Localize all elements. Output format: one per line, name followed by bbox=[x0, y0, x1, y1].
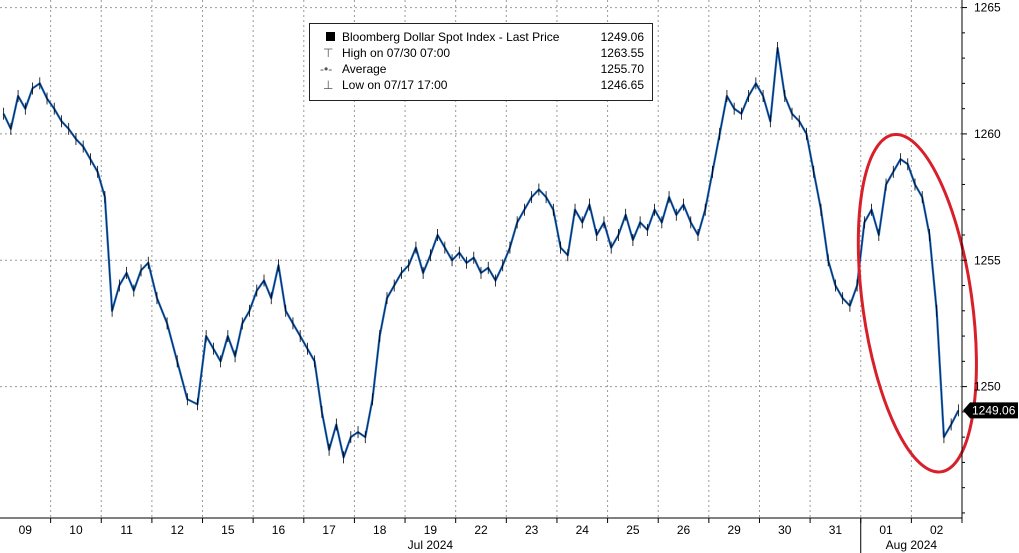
month-label: Aug 2024 bbox=[886, 538, 938, 552]
x-tick-label: 25 bbox=[626, 523, 640, 537]
legend-row-high: ⊤ High on 07/30 07:00 1263.55 bbox=[310, 45, 650, 61]
month-label: Jul 2024 bbox=[408, 538, 454, 552]
legend-average-value: 1255.70 bbox=[600, 62, 644, 76]
x-tick-label: 23 bbox=[525, 523, 539, 537]
x-tick-label: 02 bbox=[930, 523, 944, 537]
square-icon bbox=[326, 32, 335, 41]
annotation-layer bbox=[856, 132, 978, 474]
x-tick-label: 31 bbox=[829, 523, 843, 537]
last-price-tag bbox=[963, 402, 1018, 419]
high-marker-icon: ⊤ bbox=[323, 46, 334, 60]
x-tick-label: 19 bbox=[424, 523, 438, 537]
legend-row-low: ⊥ Low on 07/17 17:00 1246.65 bbox=[310, 77, 650, 93]
x-tick-label: 16 bbox=[272, 523, 286, 537]
x-tick-label: 22 bbox=[474, 523, 488, 537]
x-axis: 09 10 11 12 15 16 17 18 19 22 23 24 25 26 29 30 31 01 02 Ju… bbox=[0, 517, 963, 553]
legend-series-value: 1249.06 bbox=[600, 30, 644, 44]
y-tick-label: 1255 bbox=[974, 253, 1001, 267]
legend: Bloomberg Dollar Spot Index - Last Price… bbox=[309, 23, 653, 101]
low-marker-icon: ⊥ bbox=[323, 78, 334, 92]
last-price-label: 1249.06 bbox=[972, 403, 1016, 417]
x-tick-label: 29 bbox=[727, 523, 741, 537]
legend-low-label: Low on 07/17 17:00 bbox=[342, 78, 448, 92]
price-series bbox=[2, 42, 960, 464]
average-marker-icon: -•- bbox=[320, 62, 333, 76]
legend-high-label: High on 07/30 07:00 bbox=[342, 46, 451, 60]
legend-series-label: Bloomberg Dollar Spot Index - Last Price bbox=[342, 30, 560, 44]
legend-average-label: Average bbox=[342, 62, 387, 76]
price-line bbox=[2, 46, 960, 459]
y-tick-label: 1265 bbox=[974, 1, 1001, 15]
x-tick-label: 24 bbox=[576, 523, 590, 537]
x-tick-label: 11 bbox=[120, 523, 133, 537]
x-tick-label: 17 bbox=[322, 523, 336, 537]
y-axis: 1250 1255 1260 1265 1249.06 bbox=[961, 0, 1018, 518]
x-tick-label: 18 bbox=[373, 523, 387, 537]
x-tick-label: 01 bbox=[879, 523, 893, 537]
legend-row-series: Bloomberg Dollar Spot Index - Last Price… bbox=[310, 29, 650, 45]
x-tick-label: 10 bbox=[69, 523, 83, 537]
x-tick-label: 12 bbox=[171, 523, 185, 537]
y-tick-label: 1260 bbox=[974, 127, 1001, 141]
annotation-ellipse bbox=[856, 132, 978, 474]
x-tick-label: 09 bbox=[19, 523, 33, 537]
legend-high-value: 1263.55 bbox=[600, 46, 644, 60]
legend-row-average: -•- Average 1255.70 bbox=[310, 61, 650, 77]
y-tick-label: 1250 bbox=[974, 380, 1001, 394]
x-tick-label: 26 bbox=[677, 523, 691, 537]
x-tick-label: 15 bbox=[221, 523, 235, 537]
price-line-outline bbox=[3, 47, 959, 458]
legend-low-value: 1246.65 bbox=[600, 78, 644, 92]
x-tick-label: 30 bbox=[778, 523, 792, 537]
